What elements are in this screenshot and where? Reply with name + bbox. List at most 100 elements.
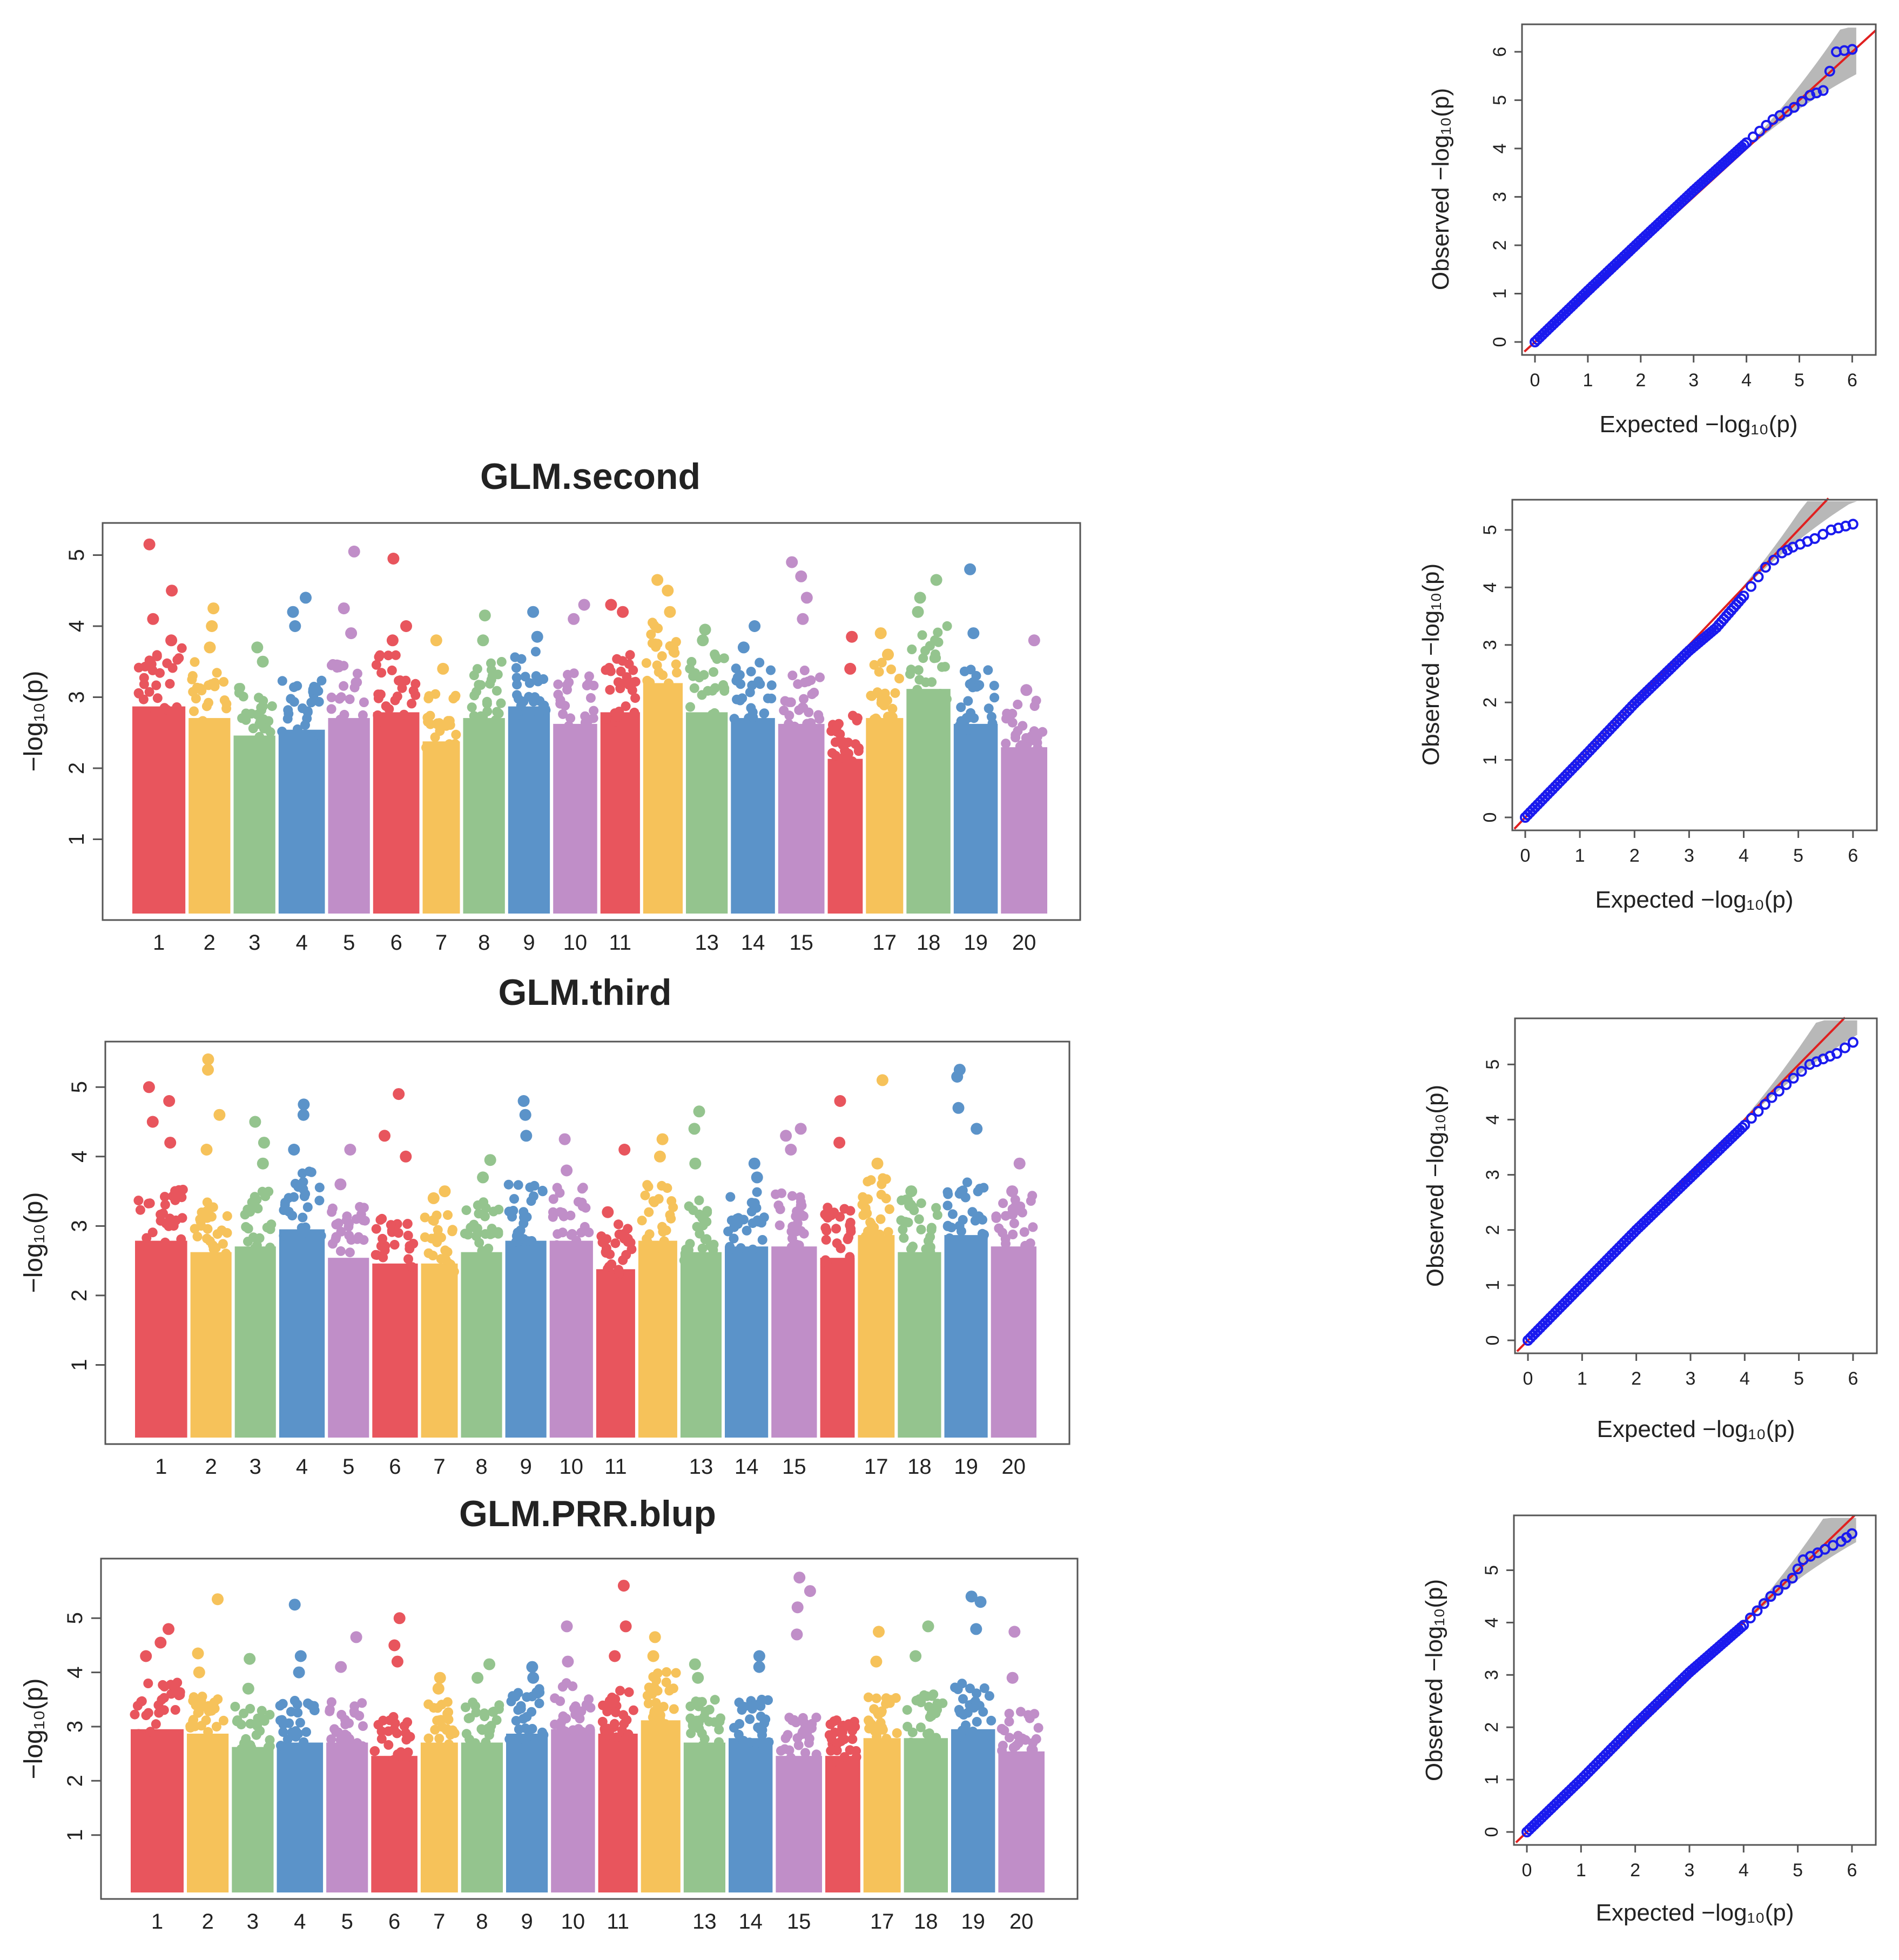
snp-point <box>933 627 943 637</box>
snp-point <box>780 1733 791 1743</box>
snp-point <box>881 1734 892 1744</box>
y-tick-label: 3 <box>68 1220 91 1232</box>
chromosome-14-column <box>725 1246 769 1438</box>
snp-point <box>244 1247 254 1257</box>
snp-point <box>745 1714 755 1724</box>
snp-top-hit <box>202 1053 214 1065</box>
snp-point <box>621 701 631 711</box>
qq-content <box>1513 498 1858 830</box>
qq-x-tick-label: 4 <box>1740 1368 1750 1389</box>
snp-top-hit <box>904 1199 917 1211</box>
snp-point <box>1007 717 1018 728</box>
snp-top-hit <box>974 1596 987 1608</box>
snp-point <box>963 725 973 735</box>
snp-point <box>881 1193 891 1204</box>
snp-top-hit <box>387 553 400 565</box>
snp-point <box>430 732 440 742</box>
plot-frame <box>104 1041 1070 1445</box>
snp-point <box>152 651 162 661</box>
chromosome-18-column <box>898 1252 941 1438</box>
snp-point <box>492 707 502 717</box>
snp-point <box>666 1196 677 1206</box>
snp-point <box>564 677 574 687</box>
snp-point <box>349 1708 360 1718</box>
snp-point <box>548 1194 558 1204</box>
snp-point <box>914 675 925 685</box>
snp-point <box>568 1681 578 1691</box>
snp-point <box>845 1745 855 1755</box>
snp-point <box>613 1219 623 1230</box>
snp-point <box>841 755 851 764</box>
x-tick-label: 6 <box>390 931 402 955</box>
snp-point <box>1020 1735 1031 1745</box>
snp-top-hit <box>562 1655 574 1668</box>
snp-point <box>170 1705 180 1715</box>
snp-top-hit <box>427 1192 440 1204</box>
snp-top-hit <box>212 1593 224 1606</box>
snp-point <box>671 1668 681 1678</box>
manhattan-points <box>132 538 1048 914</box>
snp-point <box>566 1230 576 1240</box>
snp-point <box>942 621 952 631</box>
snp-point <box>811 1713 821 1723</box>
snp-top-hit <box>617 606 629 618</box>
snp-point <box>143 1708 153 1718</box>
snp-top-hit <box>1013 1157 1026 1170</box>
snp-point <box>694 1697 704 1707</box>
chromosome-6-column <box>372 1263 418 1438</box>
qq-x-tick-label: 1 <box>1582 370 1593 391</box>
snp-point <box>870 718 880 728</box>
snp-point <box>589 681 599 690</box>
snp-point <box>287 1211 298 1221</box>
snp-top-hit <box>876 1074 888 1086</box>
snp-top-hit <box>527 1672 540 1684</box>
qq-x-tick-label: 5 <box>1794 1368 1804 1389</box>
snp-point <box>512 680 522 690</box>
chromosome-2-column <box>187 1734 229 1892</box>
qq-frame <box>1513 1514 1877 1846</box>
snp-point <box>527 1236 537 1246</box>
chromosome-20-column <box>1001 747 1047 914</box>
snp-point <box>708 714 718 724</box>
snp-top-hit <box>794 1123 807 1135</box>
snp-point <box>582 680 592 690</box>
snp-point <box>786 1242 797 1252</box>
snp-point <box>252 1240 262 1251</box>
x-tick-label: 10 <box>563 931 588 955</box>
snp-top-hit <box>207 602 220 615</box>
snp-point <box>251 1730 261 1740</box>
snp-point <box>289 697 299 707</box>
snp-point <box>1017 1207 1027 1218</box>
snp-point <box>301 1227 311 1238</box>
qq-x-tick-label: 3 <box>1688 370 1699 391</box>
snp-point <box>752 1187 762 1197</box>
x-tick-label: 17 <box>873 931 897 955</box>
chromosome-9-column <box>508 706 550 914</box>
snp-point <box>259 1716 270 1726</box>
snp-point <box>421 742 431 753</box>
snp-point <box>461 1702 470 1713</box>
snp-point <box>777 1188 786 1198</box>
snp-top-hit <box>348 545 360 558</box>
chromosome-9-column <box>505 1240 547 1438</box>
snp-point <box>735 695 745 706</box>
snp-top-hit <box>791 1628 803 1641</box>
x-tick-label: 2 <box>205 1455 217 1479</box>
snp-point <box>357 1698 367 1708</box>
snp-point <box>335 714 346 724</box>
snp-point <box>139 679 149 689</box>
snp-point <box>589 706 599 716</box>
snp-point <box>403 1254 413 1264</box>
snp-top-hit <box>870 1655 883 1668</box>
snp-point <box>612 712 622 722</box>
snp-point <box>927 677 937 687</box>
snp-point <box>450 739 460 749</box>
snp-point <box>959 717 969 728</box>
snp-top-hit <box>602 1206 614 1218</box>
snp-point <box>564 721 574 731</box>
snp-point <box>481 1737 491 1747</box>
y-tick-label: 3 <box>65 691 89 703</box>
snp-point <box>894 674 904 683</box>
chromosome-14-column <box>731 718 775 914</box>
